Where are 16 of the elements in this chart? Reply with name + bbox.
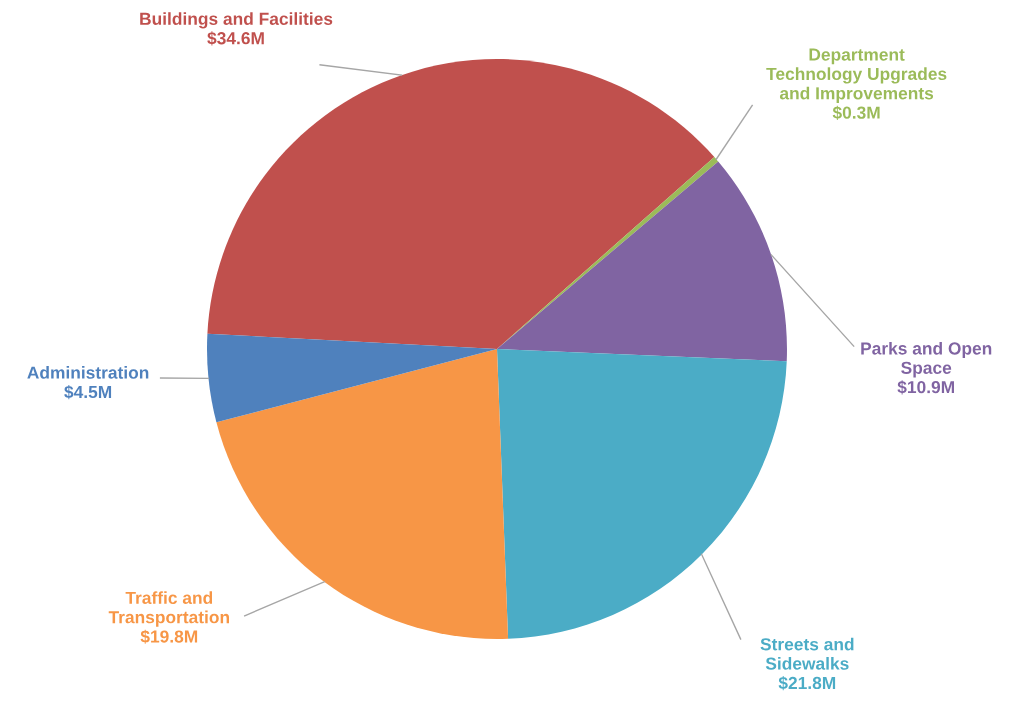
slice-label: Department Technology Upgrades and Improvements [766,48,947,103]
pie-slice [497,161,787,362]
data-label: $0.3M [832,105,880,120]
data-label: $21.8M [778,676,836,691]
slice-label: Traffic and Transportation [108,591,229,627]
slice-label: Administration [27,366,149,379]
pie-slice [207,59,715,349]
data-label: $10.9M [897,380,954,395]
data-label: $4.5M [64,385,112,400]
slice-label: Streets and Sidewalks [760,637,854,670]
pie-slice [497,349,787,639]
slice-label: Parks and Open Space [861,341,992,378]
slice-label: Buildings and Facilities [140,12,333,29]
pie-slice [207,333,497,423]
data-label: $19.8M [140,629,198,644]
data-label: $34.6M [207,31,264,46]
